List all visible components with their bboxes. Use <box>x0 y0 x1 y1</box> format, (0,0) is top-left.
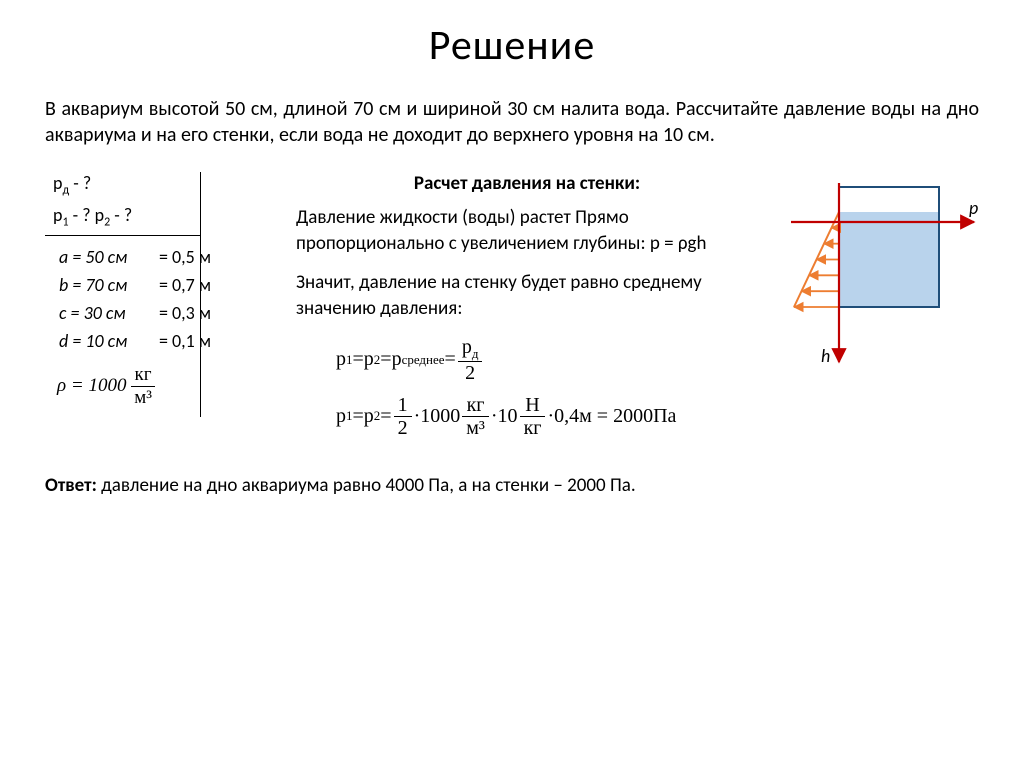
formula-block: p1 = p2 = pсреднее = pд 2 p1 = p2 = 12 ·… <box>288 336 766 439</box>
problem-statement: В аквариум высотой 50 см, длиной 70 см и… <box>45 96 979 148</box>
formula-1: p1 = p2 = pсреднее = pд 2 <box>336 336 766 384</box>
density-line: ρ = 1000 кгм³ <box>45 364 270 409</box>
given-row: b = 70 см= 0,7 м <box>45 272 270 300</box>
given-data-block: pд - ? p1 - ? p2 - ? a = 50 см= 0,5 мb =… <box>45 172 270 449</box>
given-row: d = 10 см= 0,1 м <box>45 328 270 356</box>
calc-heading: Расчет давления на стенки: <box>288 172 766 195</box>
svg-text:p: p <box>969 197 978 219</box>
diagram-svg: ph <box>784 172 979 402</box>
formula-2: p1 = p2 = 12 ·1000 кгм³ ·10 Нкг ·0,4м = … <box>336 394 766 439</box>
given-divider-vertical <box>200 172 201 417</box>
content-row: pд - ? p1 - ? p2 - ? a = 50 см= 0,5 мb =… <box>45 172 979 449</box>
given-row: с = 30 см= 0,3 м <box>45 300 270 328</box>
svg-text:h: h <box>821 345 830 367</box>
calculation-block: Расчет давления на стенки: Давление жидк… <box>288 172 766 449</box>
given-row: a = 50 см= 0,5 м <box>45 244 270 272</box>
answer-line: Ответ: давление на дно аквариума равно 4… <box>45 474 979 497</box>
page-title: Решение <box>45 20 979 71</box>
calc-paragraph-1: Давление жидкости (воды) растет Прямо пр… <box>288 205 766 256</box>
find-line-1: pд - ? <box>45 172 270 204</box>
find-line-2: p1 - ? p2 - ? <box>45 204 270 236</box>
calc-paragraph-2: Значит, давление на стенку будет равно с… <box>288 270 766 321</box>
pressure-diagram: ph <box>784 172 979 402</box>
given-divider-horizontal <box>45 235 200 236</box>
